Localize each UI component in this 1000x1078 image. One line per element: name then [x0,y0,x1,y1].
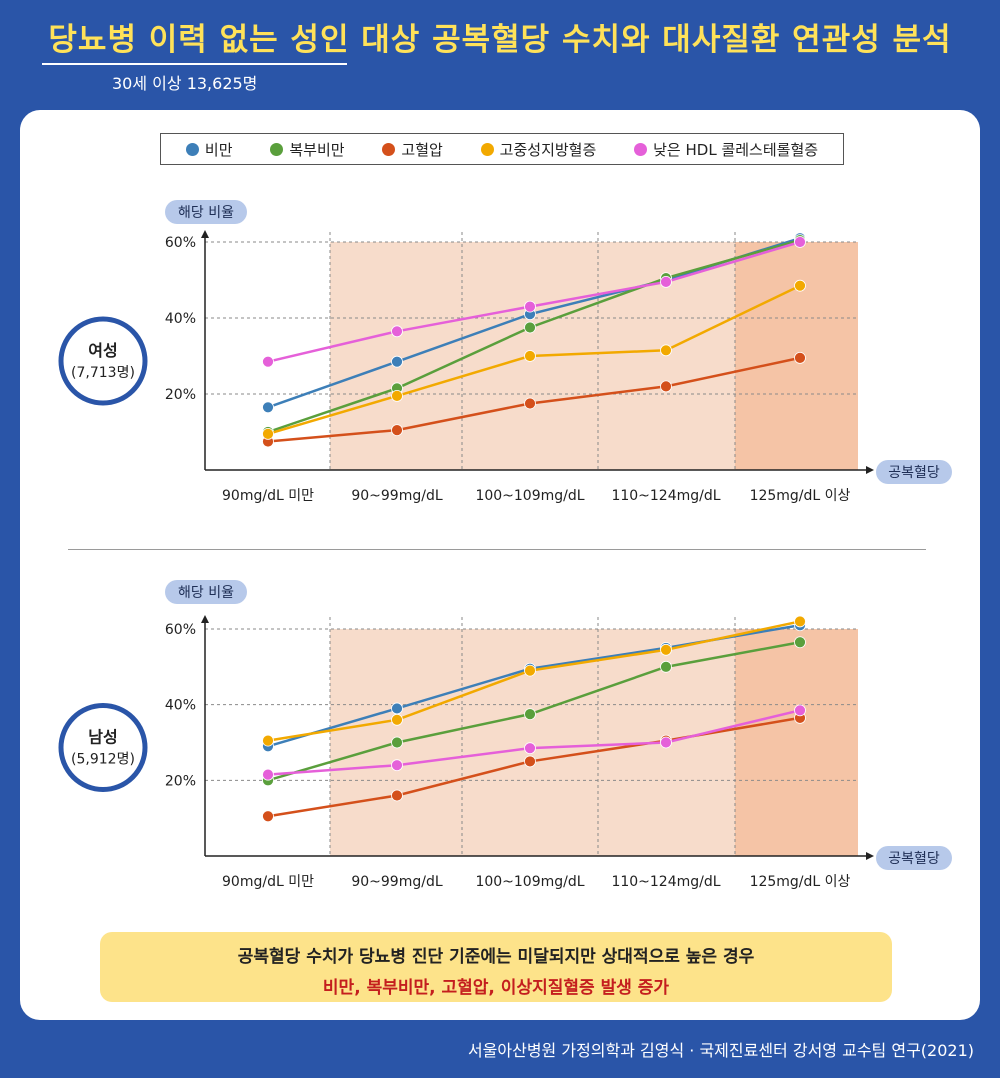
page-title: 당뇨병 이력 없는 성인 대상 공복혈당 수치와 대사질환 연관성 분석 [48,22,952,58]
section-divider [68,549,926,550]
page-subtitle: 30세 이상 13,625명 [112,74,258,93]
legend-item-abdominal-obesity: 복부비만 [270,139,345,160]
legend-label: 고혈압 [401,140,443,159]
legend-label: 낮은 HDL 콜레스테롤혈증 [653,140,819,159]
summary-note: 공복혈당 수치가 당뇨병 진단 기준에는 미달되지만 상대적으로 높은 경우 비… [100,932,892,1002]
chart-legend: 비만 복부비만 고혈압 고중성지방혈증 낮은 HDL 콜레스테롤혈증 [160,133,844,165]
source-credit: 서울아산병원 가정의학과 김영식 · 국제진료센터 강서영 교수팀 연구(202… [467,1041,974,1060]
legend-item-obesity: 비만 [185,139,233,160]
legend-label: 고중성지방혈증 [499,140,597,159]
content-card [20,110,980,1020]
legend-label: 비만 [204,140,233,159]
legend-dot-icon [270,142,284,156]
legend-dot-icon [382,142,396,156]
title-underline [42,63,347,65]
summary-line-2: 비만, 복부비만, 고혈압, 이상지질혈증 발생 증가 [322,978,670,998]
legend-dot-icon [480,142,494,156]
legend-dot-icon [185,142,199,156]
legend-item-hypertriglyceridemia: 고중성지방혈증 [480,139,597,160]
summary-line-1: 공복혈당 수치가 당뇨병 진단 기준에는 미달되지만 상대적으로 높은 경우 [237,947,755,967]
legend-item-low-hdl: 낮은 HDL 콜레스테롤혈증 [634,139,818,160]
legend-label: 복부비만 [289,140,345,159]
legend-dot-icon [634,142,648,156]
legend-item-hypertension: 고혈압 [382,139,443,160]
